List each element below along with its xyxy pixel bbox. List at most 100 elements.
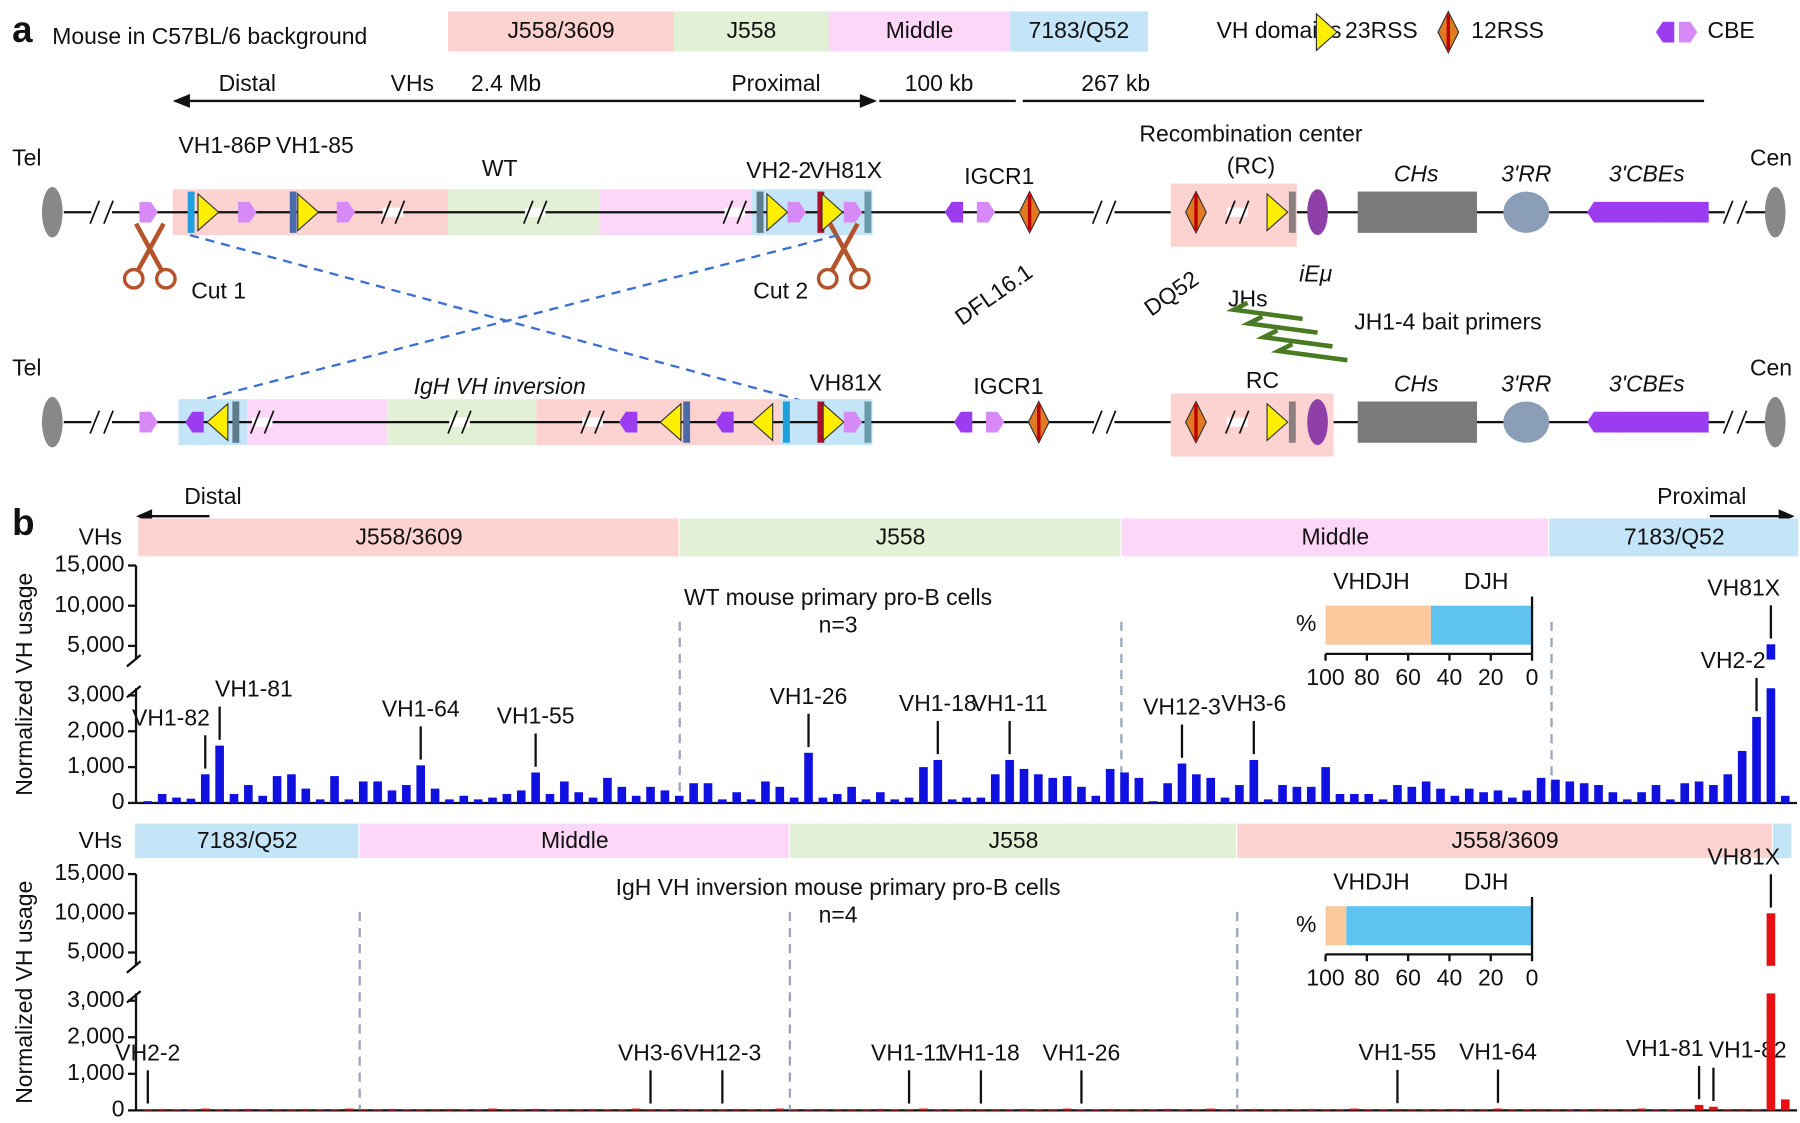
- legend-label: 23RSS: [1345, 17, 1418, 43]
- legend-label: VHDJH: [1333, 868, 1409, 894]
- rss23: [1266, 402, 1289, 442]
- region-band: [1237, 823, 1772, 859]
- bar: [746, 1109, 756, 1111]
- bar: [445, 799, 454, 803]
- bar: [1105, 768, 1115, 803]
- region-band: [359, 823, 789, 859]
- line: [263, 410, 275, 434]
- bar: [1163, 783, 1172, 803]
- scissors: [816, 267, 839, 290]
- bar: [746, 799, 756, 803]
- direction-label: Proximal: [1657, 483, 1746, 509]
- cbe: [787, 201, 806, 223]
- break-gap: [724, 207, 746, 217]
- background-label: Mouse in C57BL/6 background: [52, 23, 367, 49]
- bar: [976, 797, 986, 803]
- locus-end: [1503, 191, 1550, 233]
- cbe: [139, 201, 158, 223]
- break-gap: [1226, 417, 1248, 427]
- domain-label: Middle: [886, 17, 954, 43]
- line: [1736, 200, 1748, 225]
- x-tick-label: 40: [1437, 965, 1463, 991]
- break-gap: [1226, 207, 1248, 217]
- bar-annotation: VH1-81: [215, 676, 293, 702]
- bar: [1450, 795, 1460, 803]
- bar: [603, 1109, 612, 1111]
- gene-segment: [864, 191, 872, 233]
- bar: [775, 786, 785, 803]
- cbe: [1632, 411, 1652, 433]
- bar: [660, 1109, 670, 1111]
- bar: [861, 1109, 871, 1111]
- cbe: [1655, 21, 1675, 43]
- bar: [459, 1109, 469, 1111]
- x-tick-label: 80: [1354, 664, 1380, 690]
- bar: [344, 799, 354, 803]
- bar: [1493, 790, 1503, 803]
- bar: [1034, 1109, 1043, 1111]
- bar: [172, 797, 181, 803]
- bar: [387, 1108, 397, 1111]
- line: [522, 200, 534, 225]
- bar: [919, 1108, 928, 1111]
- bar: [1594, 785, 1603, 803]
- x-tick-label: 20: [1478, 965, 1504, 991]
- y-tick-label: 1,000: [67, 752, 124, 778]
- locus-end: [1764, 186, 1786, 238]
- bar: [502, 1109, 512, 1111]
- cbe: [1655, 201, 1675, 223]
- bar: [1321, 767, 1330, 803]
- bar: [200, 774, 210, 803]
- y-axis-label: %: [1296, 911, 1316, 937]
- bar: [200, 1108, 210, 1111]
- bar: [1436, 788, 1445, 803]
- bar: [373, 781, 382, 803]
- bar: [847, 786, 856, 803]
- x-tick-label: 100: [1306, 664, 1344, 690]
- bar-annotation: VH1-26: [1043, 1039, 1121, 1065]
- bar-annotation: VH2-2: [115, 1039, 180, 1065]
- bar: [473, 1109, 483, 1111]
- cen-label: Cen: [1750, 354, 1792, 380]
- bar: [876, 1108, 885, 1111]
- line: [1224, 410, 1236, 434]
- line: [828, 222, 858, 271]
- bar: [1263, 1109, 1273, 1111]
- bar: [1694, 781, 1704, 803]
- bar: [1666, 1109, 1675, 1111]
- bar: [1235, 1109, 1244, 1111]
- domain-box: [1010, 11, 1148, 52]
- line: [594, 410, 605, 434]
- scale-label: VHs: [391, 70, 434, 96]
- bar: [1522, 790, 1532, 803]
- bar: [1249, 759, 1259, 803]
- x-tick-label: 60: [1395, 965, 1421, 991]
- bar: [244, 1108, 253, 1111]
- bar-annotation: VH3-6: [1221, 690, 1286, 716]
- bar: [646, 786, 655, 803]
- bar: [1306, 1108, 1316, 1111]
- bar: [990, 1109, 1000, 1111]
- cbe: [1678, 201, 1698, 223]
- bar: [689, 783, 698, 803]
- bar: [933, 759, 943, 803]
- bar: [603, 777, 612, 803]
- rss23: [1315, 12, 1338, 52]
- bar: [761, 781, 770, 803]
- gene-label: VH2-2: [746, 157, 811, 183]
- wt-label: WT: [482, 155, 518, 181]
- bar: [832, 794, 842, 803]
- chart-title: WT mouse primary pro-B cells: [684, 584, 992, 610]
- y-axis-label: Normalized VH usage: [11, 573, 37, 796]
- bar: [1493, 1108, 1503, 1111]
- region-band: [1772, 823, 1792, 859]
- bar: [1077, 786, 1086, 803]
- bar: [402, 785, 411, 803]
- bar: [703, 783, 713, 803]
- y-tick-label: 15,000: [54, 859, 124, 885]
- bar: [287, 1109, 296, 1111]
- bar: [1536, 1108, 1546, 1111]
- direction-label: Distal: [184, 483, 241, 509]
- bar-annotation: VH1-55: [497, 702, 575, 728]
- region-band: [138, 518, 679, 557]
